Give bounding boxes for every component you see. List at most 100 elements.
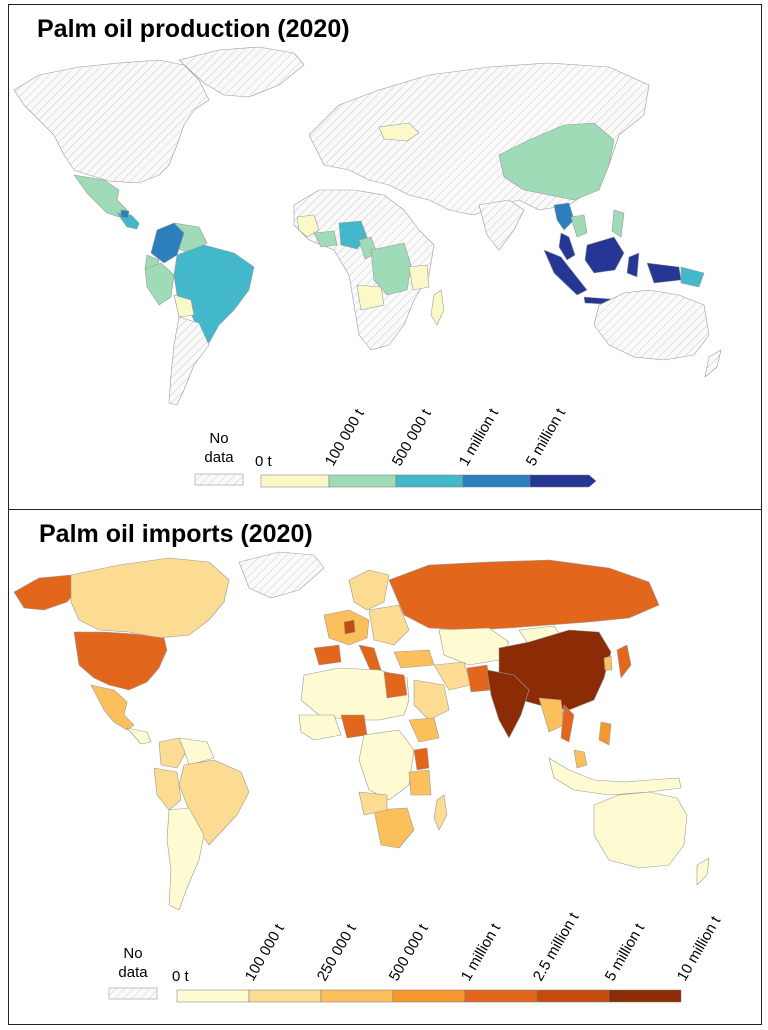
region-australia (593, 289, 710, 361)
region-egypt (383, 671, 408, 699)
region-ghana-ivory (313, 230, 338, 248)
region-alaska (13, 574, 80, 611)
region-usa (73, 631, 168, 691)
legend-swatch-4 (462, 474, 531, 488)
region-malaysia-peninsula (558, 232, 576, 261)
legend-tick-5m: 5 million t (523, 405, 570, 469)
region-greenland (178, 46, 305, 98)
region-scandinavia (348, 569, 390, 611)
imports-map-panel: Palm oil imports (2020) (8, 509, 762, 1025)
region-india (478, 199, 525, 251)
region-south-africa (373, 807, 415, 849)
region-philippines (611, 209, 625, 238)
legend-no-data-label: No data (204, 430, 234, 466)
legend-swatch-3 (395, 474, 464, 488)
region-pakistan (466, 664, 492, 693)
region-guatemala (120, 209, 130, 219)
legend-tick-2-5m: 2.5 million t (530, 909, 583, 984)
region-peru (153, 767, 182, 811)
region-italy (358, 644, 382, 673)
production-map-title: Palm oil production (2020) (37, 15, 350, 43)
imports-world-map: 0 t 100 000 t 250 000 t 500 000 t 1 mill… (13, 551, 725, 1003)
region-spain (313, 644, 342, 666)
legend-swatch-5-arrow (529, 474, 597, 488)
legend-tick-500k: 500 000 t (389, 406, 435, 469)
legend-tick-100k: 100 000 t (242, 921, 288, 984)
region-turkey (393, 649, 435, 669)
region-central-america (126, 727, 152, 745)
legend-no-data-label: No data (118, 945, 148, 981)
region-malaysia (573, 749, 588, 769)
region-vietnam (560, 704, 575, 743)
production-legend-bar (260, 474, 597, 488)
region-greenland (238, 551, 325, 599)
legend-no-data-swatch (108, 987, 158, 1000)
legend-swatch-1 (260, 474, 330, 488)
region-finland (378, 122, 420, 142)
legend-tick-1m: 1 million t (458, 920, 505, 984)
legend-swatch-2 (248, 989, 322, 1003)
region-mexico (90, 684, 135, 731)
region-indochina (570, 214, 588, 238)
region-new-guinea (646, 262, 682, 284)
region-netherlands (343, 619, 356, 635)
region-colombia (158, 737, 188, 769)
region-south-america-south (166, 807, 205, 911)
region-west-africa (296, 214, 320, 238)
region-tanzania (408, 264, 430, 291)
region-russia (388, 559, 660, 631)
region-arabia (413, 679, 450, 721)
legend-swatch-4 (392, 989, 466, 1003)
region-thailand (553, 202, 575, 231)
region-new-zealand (704, 349, 722, 378)
legend-tick-5m: 5 million t (602, 920, 649, 984)
region-japan (616, 644, 632, 679)
region-australia (593, 791, 688, 869)
legend-no-data-swatch (194, 473, 244, 486)
legend-swatch-3 (320, 989, 394, 1003)
region-south-america-south (168, 316, 210, 406)
region-png (680, 266, 705, 288)
region-tanzania (408, 769, 432, 796)
region-borneo (584, 236, 625, 274)
region-venezuela (178, 737, 215, 766)
legend-swatch-5 (464, 989, 538, 1003)
region-canada (70, 557, 230, 639)
region-ethiopia (408, 717, 440, 743)
legend-tick-500k: 500 000 t (386, 921, 432, 984)
legend-tick-250k: 250 000 t (314, 921, 360, 984)
region-myanmar-thailand (538, 697, 565, 733)
imports-legend-bar (176, 989, 682, 1003)
region-madagascar (430, 289, 445, 326)
legend-swatch-6 (536, 989, 610, 1003)
region-kenya (413, 747, 430, 771)
region-korea (603, 655, 613, 671)
region-north-america (13, 59, 210, 184)
legend-tick-1m: 1 million t (456, 405, 503, 469)
imports-map-title: Palm oil imports (2020) (39, 520, 313, 548)
region-north-africa (300, 667, 410, 721)
legend-zero-label: 0 t (172, 968, 190, 985)
region-drc (370, 242, 412, 296)
legend-swatch-7 (608, 989, 682, 1003)
region-central-asia (438, 627, 510, 666)
region-angola (358, 791, 388, 816)
legend-tick-10m: 10 million t (674, 913, 725, 984)
region-sulawesi (626, 252, 640, 278)
region-nigeria (340, 714, 368, 739)
region-central-africa (358, 729, 415, 801)
legend-zero-label: 0 t (255, 453, 273, 470)
region-peru (144, 262, 175, 306)
region-bolivia (173, 294, 195, 318)
region-west-africa (298, 714, 342, 741)
production-map-panel: Palm oil production (2020) (8, 4, 762, 510)
region-angola (356, 284, 385, 311)
region-brazil (173, 244, 255, 344)
legend-tick-100k: 100 000 t (322, 406, 368, 469)
production-world-map: 0 t 100 000 t 500 000 t 1 million t 5 mi… (13, 46, 722, 488)
region-africa (293, 189, 435, 351)
region-india (486, 669, 530, 739)
region-new-zealand (696, 857, 710, 886)
region-eastern-europe (368, 604, 410, 646)
region-china (498, 122, 615, 201)
